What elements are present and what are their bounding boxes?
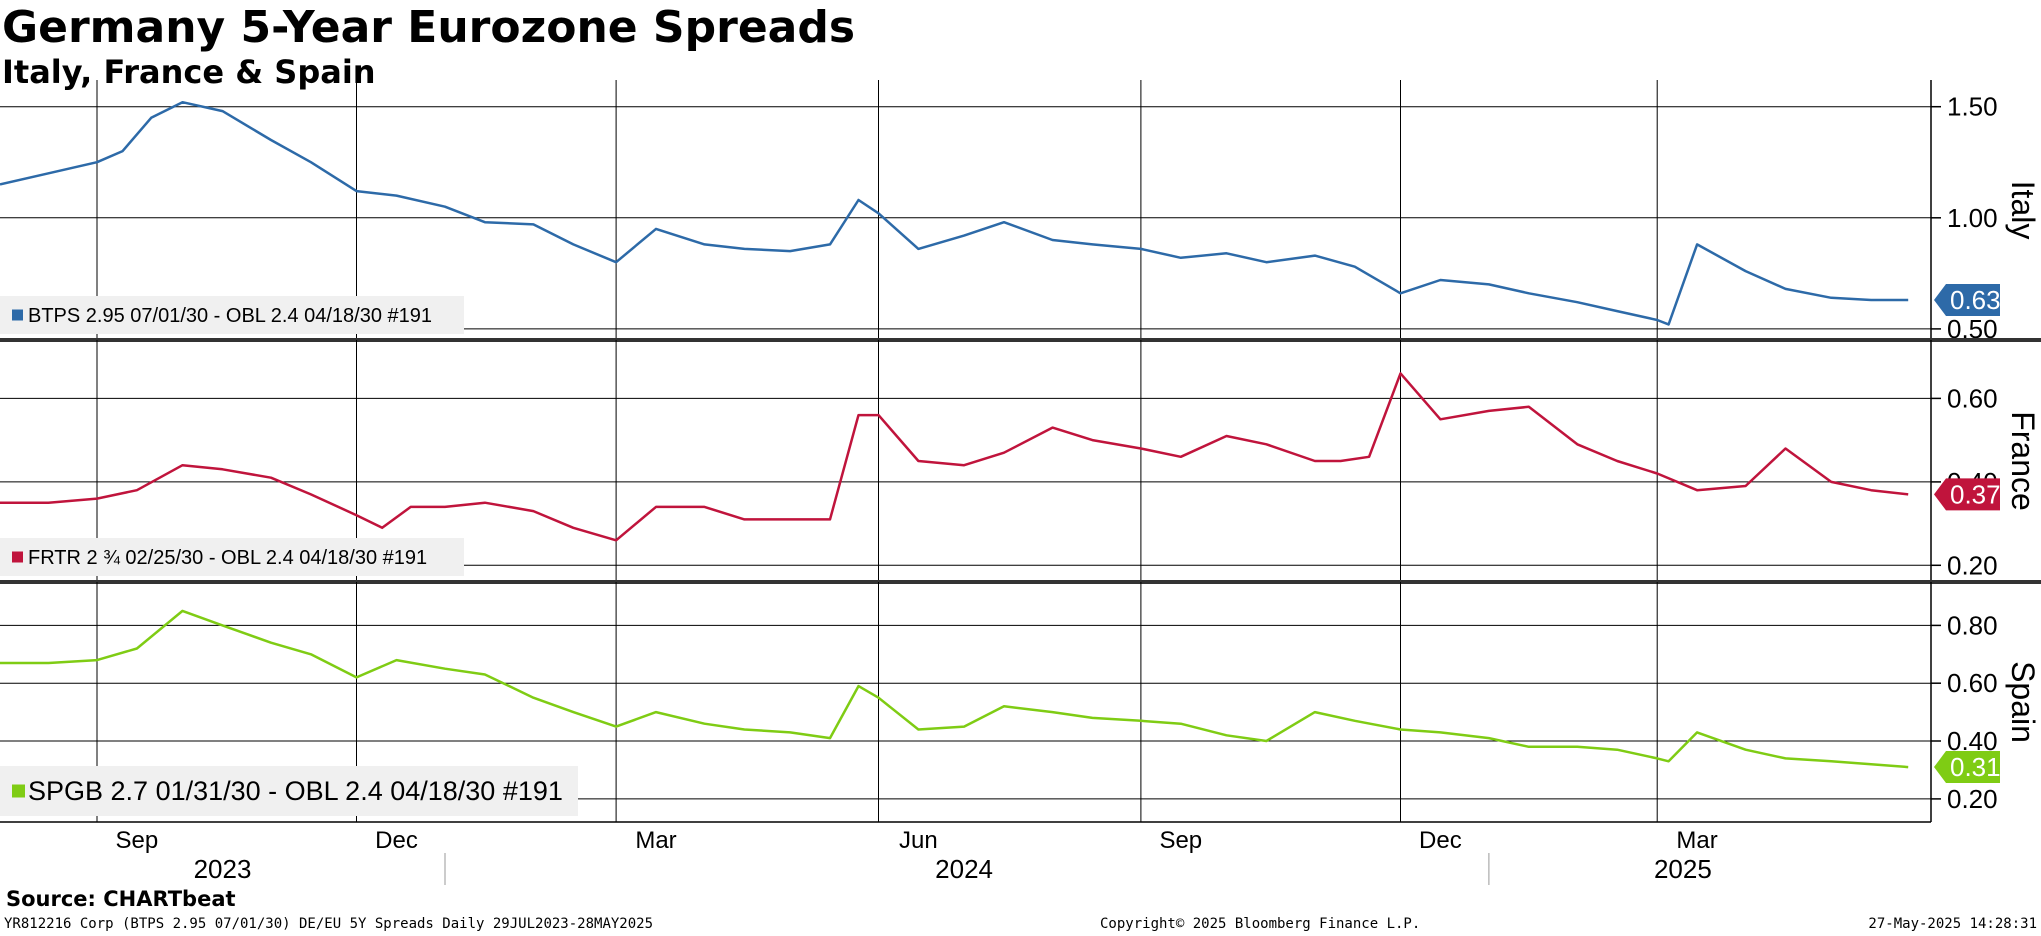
footer-timestamp: 27-May-2025 14:28:31: [1868, 916, 2037, 932]
last-value-label: 0.63: [1950, 285, 2001, 315]
legend-box: [0, 538, 464, 576]
panel-label: France: [2005, 411, 2041, 511]
x-tick-label: Sep: [1159, 827, 1202, 854]
footer-copyright: Copyright© 2025 Bloomberg Finance L.P.: [1100, 916, 1421, 932]
panel-label: Spain: [2005, 661, 2041, 743]
last-value-label: 0.31: [1950, 752, 2001, 782]
x-tick-label: Mar: [635, 827, 676, 854]
y-tick-label: 0.20: [1947, 550, 1998, 580]
footer-ticker: YR812216 Corp (BTPS 2.95 07/01/30) DE/EU…: [4, 916, 654, 932]
legend-label: BTPS 2.95 07/01/30 - OBL 2.4 04/18/30 #1…: [28, 305, 432, 327]
last-value-label: 0.37: [1950, 479, 2001, 509]
panel-label: Italy: [2005, 181, 2041, 240]
x-year-label: 2025: [1654, 854, 1712, 884]
x-tick-label: Mar: [1676, 827, 1717, 854]
y-tick-label: 0.60: [1947, 668, 1998, 698]
legend-swatch: [12, 784, 25, 798]
x-tick-label: Sep: [116, 827, 159, 854]
x-tick-label: Dec: [1419, 827, 1462, 854]
legend-box: [0, 766, 578, 816]
y-tick-label: 1.50: [1947, 92, 1998, 122]
last-value-badge: [1934, 751, 2000, 784]
last-value-badge: [1934, 284, 2000, 316]
legend-swatch: [12, 551, 23, 563]
last-value-badge: [1934, 478, 2000, 511]
y-tick-label: 0.60: [1947, 383, 1998, 413]
y-tick-label: 0.80: [1947, 610, 1998, 640]
chart-subtitle: Italy, France & Spain: [2, 53, 376, 91]
x-tick-label: Jun: [899, 827, 938, 854]
y-tick-label: 0.20: [1947, 784, 1998, 814]
legend-swatch: [12, 309, 23, 321]
y-tick-label: 1.00: [1947, 203, 1998, 233]
series-line-france: [0, 372, 1909, 542]
x-tick-label: Dec: [375, 827, 418, 854]
source-label: Source: CHARTbeat: [6, 887, 236, 911]
y-tick-label: 0.40: [1947, 726, 1998, 756]
legend-label: FRTR 2 ¾ 02/25/30 - OBL 2.4 04/18/30 #19…: [28, 547, 427, 569]
x-year-label: 2023: [194, 854, 252, 884]
chart-title: Germany 5-Year Eurozone Spreads: [2, 2, 856, 53]
series-line-italy: [0, 100, 1909, 326]
series-line-spain: [0, 609, 1909, 769]
x-year-label: 2024: [935, 854, 993, 884]
legend-label: SPGB 2.7 01/31/30 - OBL 2.4 04/18/30 #19…: [28, 776, 563, 806]
legend-box: [0, 296, 464, 334]
